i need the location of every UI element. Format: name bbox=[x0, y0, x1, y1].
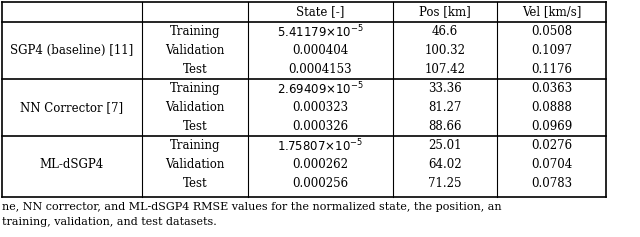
Text: Validation: Validation bbox=[165, 44, 225, 57]
Text: 81.27: 81.27 bbox=[428, 101, 461, 114]
Text: Test: Test bbox=[182, 177, 207, 190]
Text: 0.000262: 0.000262 bbox=[292, 158, 349, 171]
Text: 107.42: 107.42 bbox=[424, 63, 465, 76]
Text: ne, NN corrector, and ML-dSGP4 RMSE values for the normalized state, the positio: ne, NN corrector, and ML-dSGP4 RMSE valu… bbox=[2, 202, 502, 212]
Text: 0.0508: 0.0508 bbox=[531, 25, 572, 38]
Text: 0.000404: 0.000404 bbox=[292, 44, 349, 57]
Text: $1.75807{\times}10^{-5}$: $1.75807{\times}10^{-5}$ bbox=[278, 137, 364, 154]
Text: $5.41179{\times}10^{-5}$: $5.41179{\times}10^{-5}$ bbox=[277, 23, 364, 40]
Text: 64.02: 64.02 bbox=[428, 158, 462, 171]
Text: 88.66: 88.66 bbox=[428, 120, 461, 133]
Text: NN Corrector [7]: NN Corrector [7] bbox=[20, 101, 124, 114]
Text: 33.36: 33.36 bbox=[428, 82, 462, 95]
Text: 0.1176: 0.1176 bbox=[531, 63, 572, 76]
Text: Training: Training bbox=[170, 82, 220, 95]
Text: 0.0276: 0.0276 bbox=[531, 139, 572, 152]
Text: Vel [km/s]: Vel [km/s] bbox=[522, 5, 581, 18]
Text: Test: Test bbox=[182, 120, 207, 133]
Text: Test: Test bbox=[182, 63, 207, 76]
Text: 0.000256: 0.000256 bbox=[292, 177, 349, 190]
Text: SGP4 (baseline) [11]: SGP4 (baseline) [11] bbox=[10, 44, 134, 57]
Text: $2.69409{\times}10^{-5}$: $2.69409{\times}10^{-5}$ bbox=[277, 80, 364, 97]
Text: Validation: Validation bbox=[165, 158, 225, 171]
Text: Pos [km]: Pos [km] bbox=[419, 5, 471, 18]
Text: 0.0004153: 0.0004153 bbox=[289, 63, 352, 76]
Text: training, validation, and test datasets.: training, validation, and test datasets. bbox=[2, 217, 217, 227]
Text: 0.000326: 0.000326 bbox=[292, 120, 349, 133]
Text: Training: Training bbox=[170, 139, 220, 152]
Text: 100.32: 100.32 bbox=[424, 44, 465, 57]
Text: 0.0888: 0.0888 bbox=[531, 101, 572, 114]
Text: 0.0363: 0.0363 bbox=[531, 82, 572, 95]
Text: 0.1097: 0.1097 bbox=[531, 44, 572, 57]
Text: Validation: Validation bbox=[165, 101, 225, 114]
Text: Training: Training bbox=[170, 25, 220, 38]
Text: 0.000323: 0.000323 bbox=[292, 101, 349, 114]
Text: 46.6: 46.6 bbox=[432, 25, 458, 38]
Text: State [-]: State [-] bbox=[296, 5, 345, 18]
Text: ML-dSGP4: ML-dSGP4 bbox=[40, 158, 104, 171]
Text: 0.0969: 0.0969 bbox=[531, 120, 572, 133]
Text: 0.0704: 0.0704 bbox=[531, 158, 572, 171]
Text: 0.0783: 0.0783 bbox=[531, 177, 572, 190]
Text: 71.25: 71.25 bbox=[428, 177, 461, 190]
Text: 25.01: 25.01 bbox=[428, 139, 461, 152]
